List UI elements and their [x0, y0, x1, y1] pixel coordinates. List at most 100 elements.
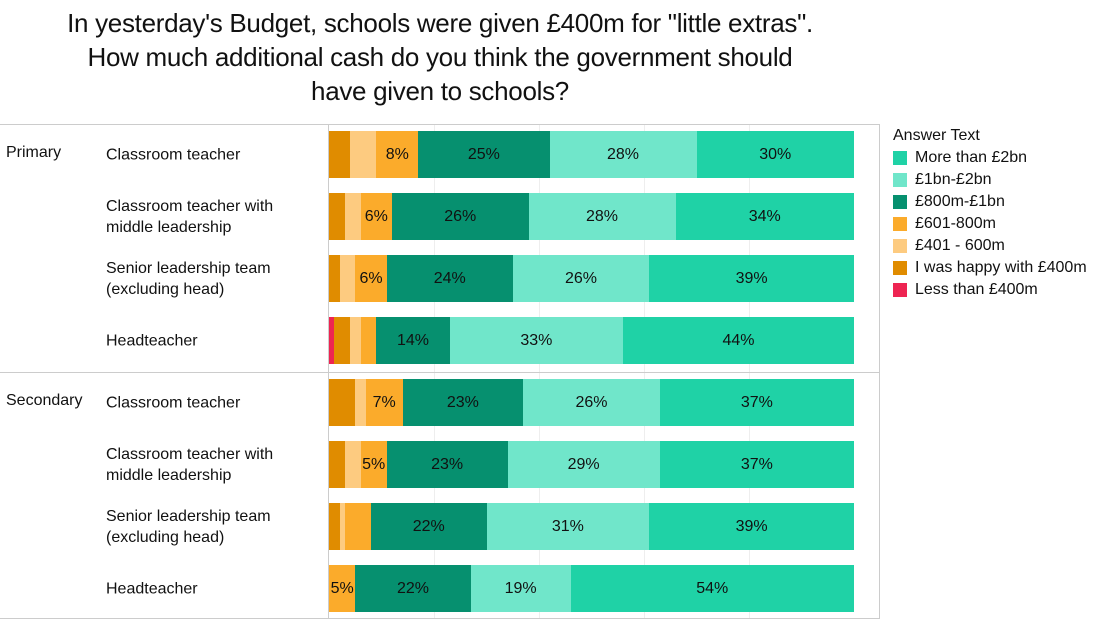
bar-segment: 23%: [402, 379, 524, 426]
data-label: 24%: [433, 269, 466, 287]
gridline: [539, 125, 540, 618]
legend-label: Less than £400m: [915, 281, 1038, 298]
bar-segment: 14%: [376, 317, 450, 364]
legend-swatch: [893, 239, 907, 253]
data-label: 26%: [444, 207, 477, 225]
data-label: 25%: [467, 145, 500, 163]
bar-segment: 37%: [659, 441, 854, 488]
stacked-bar: 6% 24% 26% 39%: [329, 255, 854, 302]
bar-segment: [350, 317, 361, 364]
data-label: 6%: [359, 269, 383, 287]
bar-segment: 31%: [486, 503, 650, 550]
data-label: 26%: [564, 269, 598, 287]
data-label: 6%: [364, 207, 388, 225]
bar-segment: [329, 441, 345, 488]
row-label: Classroom teacher with middle leadership: [106, 446, 274, 484]
bar-segment: 29%: [507, 441, 660, 488]
legend-swatch: [893, 261, 907, 275]
legend-swatch: [893, 173, 907, 187]
stacked-bar: 8% 25% 28% 30%: [329, 131, 854, 178]
bar-segment: 8%: [376, 131, 419, 178]
bar-segment: [329, 131, 350, 178]
bar-segment: 33%: [449, 317, 623, 364]
bar-segment: [329, 255, 340, 302]
row-label: Classroom teacher with middle leadership: [106, 198, 274, 236]
row-label: Classroom teacher: [106, 394, 241, 412]
bar-segment: 54%: [570, 565, 854, 612]
stacked-bar: 6% 26% 28% 34%: [329, 193, 854, 240]
row-label: Headteacher: [106, 580, 198, 598]
data-label: 39%: [735, 517, 768, 535]
bar-segment: 6%: [360, 193, 392, 240]
legend-label: £1bn-£2bn: [915, 171, 992, 188]
bar-segment: [339, 255, 356, 302]
bar-segment: 28%: [528, 193, 676, 240]
row-label: Headteacher: [106, 332, 198, 350]
chart-title: In yesterday's Budget, schools were give…: [67, 8, 813, 106]
data-label: 5%: [362, 455, 386, 473]
legend-item: £800m-£1bn: [893, 191, 1087, 213]
legend-swatch: [893, 283, 907, 297]
data-label: 5%: [330, 579, 354, 597]
bar-segment: 37%: [659, 379, 854, 426]
data-label: 31%: [551, 517, 584, 535]
legend: Answer Text More than £2bn £1bn-£2bn £800m…: [893, 127, 1087, 301]
data-label: 22%: [396, 579, 430, 597]
bar-segment: [329, 193, 345, 240]
plot-left-border: [328, 124, 329, 619]
group-divider: [0, 372, 880, 373]
data-label: 37%: [740, 455, 773, 473]
legend-item: £601-800m: [893, 213, 1087, 235]
data-label: 44%: [722, 331, 755, 349]
data-label: 28%: [606, 145, 640, 163]
data-label: 23%: [431, 455, 464, 473]
bar-segment: [334, 317, 350, 364]
bar-segment: 23%: [386, 441, 508, 488]
row-label: Senior leadership team (excluding head): [106, 260, 271, 298]
bar-segment: 22%: [355, 565, 471, 612]
data-label: 34%: [748, 207, 781, 225]
data-label: 26%: [575, 393, 608, 411]
stacked-bar: 5% 22% 19% 54%: [329, 565, 854, 612]
group-label: Primary: [6, 144, 62, 161]
stacked-bar: 5% 23% 29% 37%: [329, 441, 854, 488]
stacked-bar: 22% 31% 39%: [329, 503, 854, 550]
legend-swatch: [893, 217, 907, 231]
stacked-bar: 7% 23% 26% 37%: [329, 379, 854, 426]
legend-item: I was happy with £400m: [893, 257, 1087, 279]
plot-frame: [0, 124, 880, 619]
bar-segment: [360, 317, 377, 364]
data-label: 22%: [412, 517, 445, 535]
bar-segment: 26%: [523, 379, 660, 426]
bar-segment: [350, 131, 377, 178]
bar-segment: [329, 503, 340, 550]
bar-segment: 39%: [649, 503, 854, 550]
bar-segment: 7%: [365, 379, 403, 426]
legend-label: I was happy with £400m: [915, 259, 1087, 276]
legend-label: £401 - 600m: [915, 237, 1005, 254]
bar-segment: [344, 503, 371, 550]
legend-label: More than £2bn: [915, 149, 1028, 166]
bar-segment: 22%: [371, 503, 487, 550]
legend-items: More than £2bn £1bn-£2bn £800m-£1bn £601-80…: [893, 147, 1087, 301]
group-label: Secondary: [6, 392, 83, 409]
data-label: 37%: [740, 393, 773, 411]
bar-segment: 28%: [549, 131, 697, 178]
data-label: 14%: [396, 331, 430, 349]
bar-segment: [329, 317, 335, 364]
bar-segment: 26%: [392, 193, 529, 240]
legend-swatch: [893, 195, 907, 209]
bar-segment: [329, 379, 356, 426]
legend-label: £601-800m: [915, 215, 996, 232]
data-label: 30%: [759, 145, 792, 163]
bar-segment: 6%: [355, 255, 387, 302]
bar-segment: 24%: [386, 255, 513, 302]
bar-segment: 5%: [329, 565, 356, 612]
data-label: 54%: [696, 579, 729, 597]
bar-segment: [344, 193, 361, 240]
row-label: Classroom teacher: [106, 146, 241, 164]
gridline: [749, 125, 750, 618]
bar-segment: 19%: [470, 565, 571, 612]
legend-item: £401 - 600m: [893, 235, 1087, 257]
data-label: 8%: [385, 145, 409, 163]
